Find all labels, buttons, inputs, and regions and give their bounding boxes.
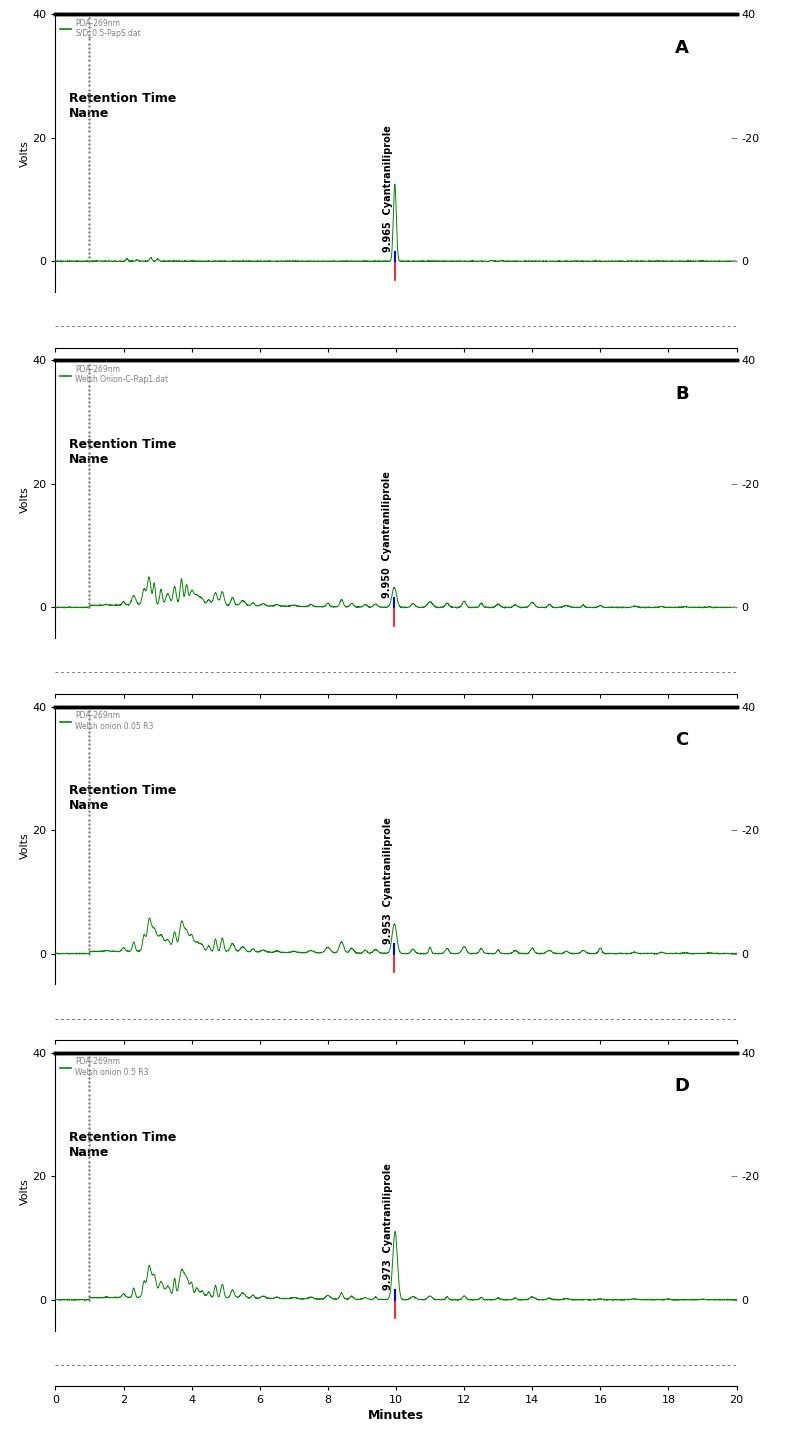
Text: Retention Time
Name: Retention Time Name bbox=[69, 91, 177, 120]
Text: 9.973  Cyantraniliprole: 9.973 Cyantraniliprole bbox=[383, 1163, 394, 1290]
Y-axis label: Volts: Volts bbox=[20, 486, 29, 513]
Y-axis label: Volts: Volts bbox=[20, 832, 29, 859]
Text: 9.950  Cyantraniliprole: 9.950 Cyantraniliprole bbox=[383, 472, 393, 599]
Legend: PDA-269nm
Welsh onion 0.5 R3: PDA-269nm Welsh onion 0.5 R3 bbox=[59, 1056, 150, 1077]
Text: Retention Time
Name: Retention Time Name bbox=[69, 1130, 177, 1159]
Legend: PDA-269nm
S/D_0.5-PapS.dat: PDA-269nm S/D_0.5-PapS.dat bbox=[59, 19, 142, 39]
X-axis label: Minutes: Minutes bbox=[368, 1409, 424, 1422]
Y-axis label: Volts: Volts bbox=[20, 140, 29, 167]
Text: D: D bbox=[675, 1077, 690, 1095]
Text: Retention Time
Name: Retention Time Name bbox=[69, 785, 177, 813]
Text: C: C bbox=[676, 732, 689, 749]
Text: 9.953  Cyantraniliprole: 9.953 Cyantraniliprole bbox=[383, 817, 393, 945]
Text: 9.965  Cyantraniliprole: 9.965 Cyantraniliprole bbox=[383, 126, 393, 252]
Legend: PDA-269nm
Welsh onion 0.05 R3: PDA-269nm Welsh onion 0.05 R3 bbox=[59, 710, 154, 732]
Text: B: B bbox=[676, 384, 689, 403]
Text: Retention Time
Name: Retention Time Name bbox=[69, 439, 177, 466]
Y-axis label: Volts: Volts bbox=[20, 1179, 29, 1205]
Text: A: A bbox=[675, 39, 689, 57]
Legend: PDA-269nm
Welsh Onion-C-Rap1.dat: PDA-269nm Welsh Onion-C-Rap1.dat bbox=[59, 364, 169, 386]
